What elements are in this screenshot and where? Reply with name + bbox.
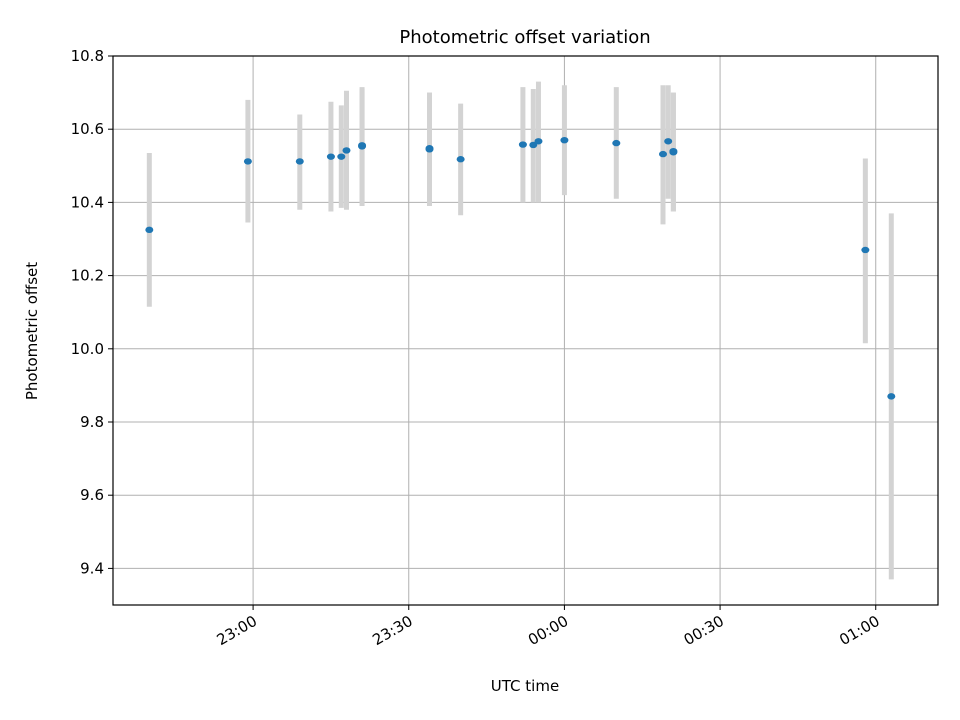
chart-title: Photometric offset variation <box>399 27 650 48</box>
y-tick-label: 10.6 <box>71 120 104 138</box>
data-point <box>612 139 621 147</box>
y-axis-ticks: 9.4 9.6 9.8 10.0 10.2 10.4 10.6 10.8 <box>71 47 113 577</box>
data-point <box>145 226 154 234</box>
y-tick-label: 10.4 <box>71 193 104 211</box>
data-point <box>337 153 346 160</box>
data-point <box>887 393 896 400</box>
data-point <box>243 158 252 165</box>
data-point <box>358 142 367 149</box>
x-axis-label: UTC time <box>491 677 559 695</box>
y-axis-label: Photometric offset <box>23 262 41 400</box>
data-point <box>326 153 335 160</box>
data-point <box>342 147 351 154</box>
data-point <box>560 136 569 144</box>
y-tick-label: 9.8 <box>80 413 104 431</box>
y-tick-label: 9.4 <box>80 559 104 577</box>
data-point <box>425 146 434 153</box>
y-tick-label: 10.2 <box>71 267 104 285</box>
data-point <box>456 156 465 163</box>
data-point <box>659 150 667 158</box>
data-point <box>295 158 304 165</box>
plot-frame <box>112 55 939 606</box>
y-tick-label: 9.6 <box>80 486 104 504</box>
data-point <box>861 246 870 254</box>
y-tick-label: 10.8 <box>71 47 104 65</box>
data-point <box>534 138 543 145</box>
data-points <box>145 136 896 400</box>
data-point <box>664 138 673 145</box>
data-point <box>518 141 527 148</box>
data-point <box>529 141 538 149</box>
data-point <box>669 147 678 155</box>
y-tick-label: 10.0 <box>71 340 104 358</box>
